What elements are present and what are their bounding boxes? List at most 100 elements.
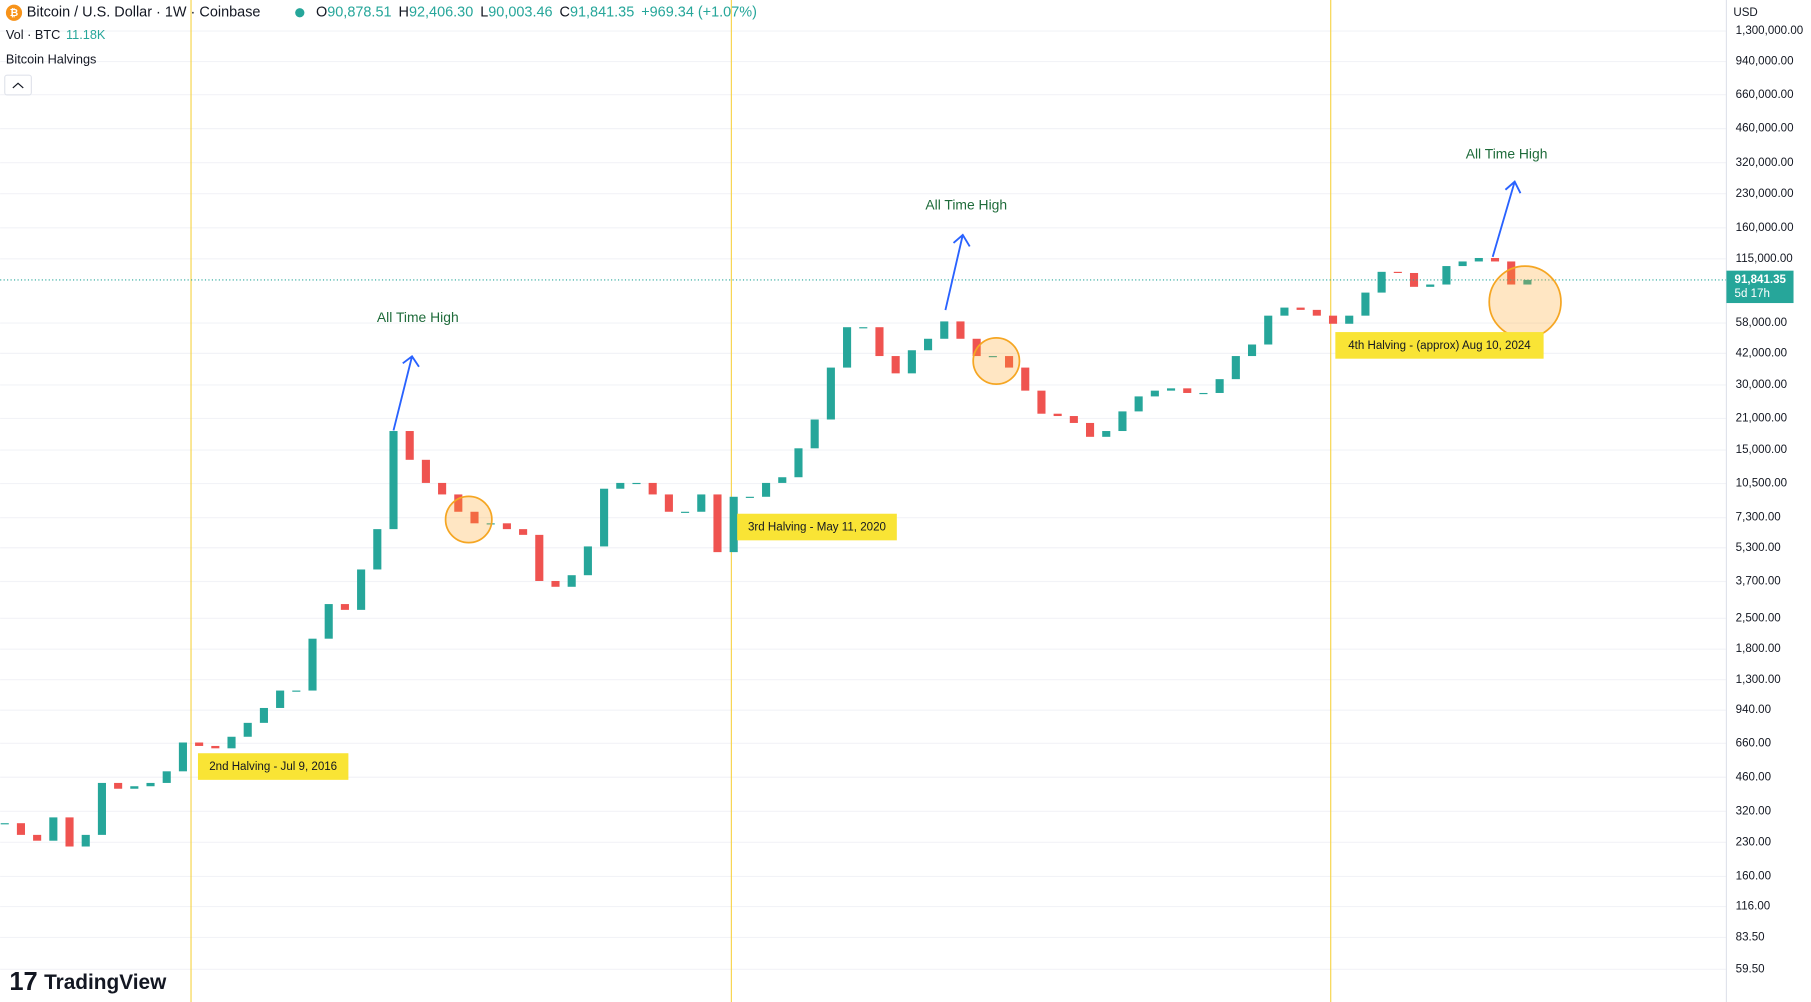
candle (1490, 257, 1500, 262)
ath-label: All Time High (377, 309, 459, 325)
candle (227, 736, 236, 749)
arrow (392, 355, 420, 431)
candle (1005, 356, 1014, 368)
arrow (944, 233, 971, 311)
candle (1345, 315, 1354, 324)
candle (1264, 315, 1273, 345)
candle (1474, 257, 1483, 262)
ath-label: All Time High (925, 197, 1007, 213)
status-dot (295, 8, 305, 18)
y-tick-label: 10,500.00 (1736, 478, 1787, 490)
candle (1231, 356, 1240, 380)
y-tick-label: 460.00 (1736, 771, 1771, 783)
countdown: 5d 17h (1735, 288, 1770, 300)
ohlc-value: 92,406.30 (409, 5, 473, 21)
candle (956, 321, 965, 339)
candle (794, 448, 803, 478)
candle (551, 580, 560, 587)
candle (259, 707, 268, 723)
candle (1134, 396, 1143, 412)
candle (875, 327, 884, 357)
candle (1312, 309, 1321, 316)
candle (859, 327, 868, 329)
candle (1118, 411, 1127, 432)
candle (276, 690, 285, 708)
coin-icon-glyph: ₿ (10, 7, 19, 19)
y-tick-label: 116.00 (1736, 901, 1771, 913)
y-tick-label: 21,000.00 (1736, 413, 1787, 425)
y-tick-label: 7,300.00 (1736, 512, 1781, 524)
y-tick-label: 58,000.00 (1736, 317, 1787, 329)
candle (1296, 307, 1305, 310)
ohlc: O 90,878.51 H 92,406.30 L 90,003.46 C 91,841.35… (316, 5, 757, 21)
candle (1377, 271, 1386, 293)
indicator: Bitcoin Halvings (6, 52, 96, 67)
candle (988, 356, 997, 358)
arrows (392, 180, 1522, 431)
y-tick-label: 30,000.00 (1736, 379, 1787, 391)
candle (810, 419, 819, 449)
candle (632, 482, 641, 485)
y-tick-label: 15,000.00 (1736, 444, 1787, 456)
candle (243, 722, 252, 737)
candle (1328, 315, 1338, 324)
y-tick-label: 115,000.00 (1736, 253, 1793, 265)
halving-label: 4th Halving - (approx) Aug 10, 2024 (1348, 340, 1531, 352)
candle (33, 834, 42, 841)
candle (940, 321, 949, 339)
candle (1361, 292, 1370, 316)
coin-icon (5, 4, 23, 21)
last-price-tag (1726, 270, 1794, 304)
ohlc-value: 90,878.51 (327, 5, 391, 21)
candle (130, 786, 139, 789)
candle (1102, 431, 1111, 437)
brand: TradingView (44, 971, 167, 994)
candle (162, 771, 171, 783)
candle (729, 496, 738, 553)
candle (1426, 284, 1435, 287)
candle (826, 367, 835, 420)
ohlc-key: O (316, 5, 327, 21)
y-tick-label: 660.00 (1736, 737, 1771, 749)
halving-label: 3rd Halving - May 11, 2020 (748, 522, 886, 534)
candle (600, 488, 609, 547)
chevron (12, 82, 24, 89)
y-tick-label: 2,500.00 (1736, 612, 1781, 624)
candle (454, 494, 463, 512)
y-tick-label: 460,000.00 (1736, 123, 1794, 135)
y-tick-label: 59.50 (1736, 963, 1765, 975)
candle (502, 523, 511, 530)
candle (778, 477, 787, 483)
candle (438, 482, 447, 495)
y-tick-label: 160,000.00 (1736, 222, 1794, 234)
volume-value: 11.18K (66, 27, 106, 42)
y-tick-label: 940,000.00 (1736, 56, 1794, 68)
candle (583, 546, 592, 576)
candle (16, 823, 25, 835)
candle (324, 604, 333, 639)
candle (907, 350, 916, 374)
candle (1053, 413, 1062, 417)
y-tick-label: 1,800.00 (1736, 643, 1781, 655)
candle (1393, 271, 1402, 273)
candle (97, 782, 106, 835)
candle (65, 817, 74, 847)
candle (1183, 388, 1192, 393)
candle (308, 638, 317, 691)
y-tick-label: 1,300.00 (1736, 674, 1781, 686)
candle (681, 511, 690, 513)
candle (195, 742, 204, 746)
candle (373, 529, 382, 570)
collapse-button[interactable] (4, 74, 32, 96)
y-tick-label: 83.50 (1736, 932, 1765, 944)
candle (292, 690, 301, 692)
y-tick-label: 5,300.00 (1736, 542, 1781, 554)
candle (1037, 390, 1046, 414)
ath-label: All Time High (1466, 146, 1548, 162)
candle (1458, 261, 1467, 267)
candle (762, 482, 771, 497)
candle (1442, 266, 1451, 285)
highlight-circle (444, 495, 493, 544)
